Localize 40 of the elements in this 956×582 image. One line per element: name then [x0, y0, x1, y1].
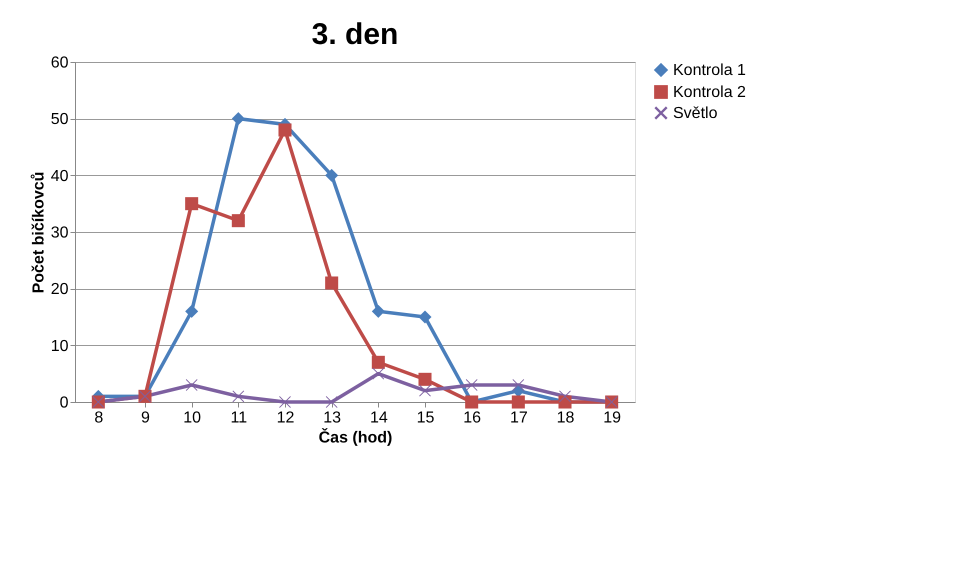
point — [512, 395, 525, 409]
point — [418, 372, 432, 386]
legend-label: Kontrola 2 — [673, 84, 746, 101]
point — [418, 310, 432, 324]
legend-label: Světlo — [673, 105, 718, 122]
y-tick-label: 50 — [50, 111, 69, 128]
point — [232, 390, 244, 402]
x-tick-label: 14 — [370, 410, 388, 426]
x-tick-label: 13 — [323, 410, 342, 426]
point — [325, 276, 338, 290]
point — [232, 112, 245, 126]
y-tick-label: 20 — [50, 281, 69, 298]
x-tick-label: 8 — [94, 410, 104, 426]
y-tick-label: 0 — [60, 394, 69, 412]
x-axis-title: Čas (hod) — [318, 428, 392, 446]
x-tick-label: 17 — [510, 410, 528, 426]
x-tick-label: 10 — [183, 410, 202, 426]
y-tick-label: 40 — [50, 168, 69, 185]
y-tick-label: 10 — [50, 338, 69, 355]
point — [185, 197, 198, 210]
point — [279, 396, 291, 408]
point — [372, 368, 384, 380]
point — [185, 304, 198, 318]
point — [278, 123, 292, 137]
x-tick-label: 15 — [416, 410, 434, 426]
point — [372, 304, 385, 318]
point — [232, 214, 245, 228]
x-tick-label: 11 — [230, 410, 248, 426]
x-tick-label: 18 — [556, 410, 574, 426]
chart-title: 3. den — [312, 18, 398, 51]
x-tick-label: 19 — [603, 410, 622, 426]
point — [325, 168, 338, 182]
point — [372, 356, 385, 369]
x-tick-label: 12 — [276, 410, 294, 426]
y-tick-label: 30 — [50, 224, 69, 242]
x-tick-label: 16 — [463, 410, 482, 426]
y-tick-label: 60 — [50, 54, 69, 72]
x-tick-label: 9 — [141, 410, 150, 426]
y-axis-title: Počet bičíkovců — [30, 172, 48, 294]
legend-label: Kontrola 1 — [673, 62, 746, 79]
